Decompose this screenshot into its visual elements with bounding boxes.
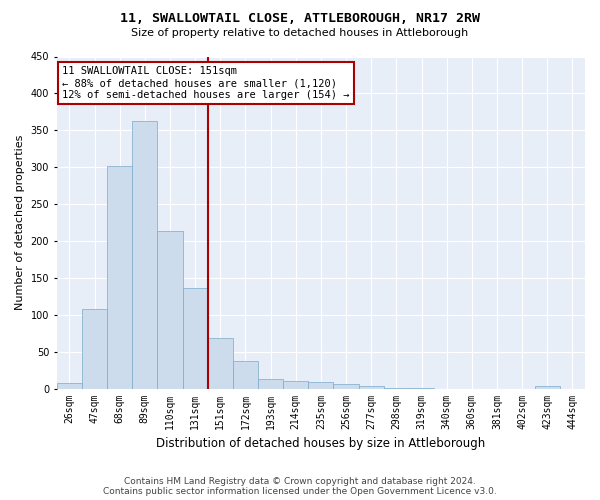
- Bar: [182, 288, 208, 388]
- Text: 11, SWALLOWTAIL CLOSE, ATTLEBOROUGH, NR17 2RW: 11, SWALLOWTAIL CLOSE, ATTLEBOROUGH, NR1…: [120, 12, 480, 26]
- Bar: [57, 382, 82, 388]
- X-axis label: Distribution of detached houses by size in Attleborough: Distribution of detached houses by size …: [156, 437, 485, 450]
- Text: Size of property relative to detached houses in Attleborough: Size of property relative to detached ho…: [131, 28, 469, 38]
- Bar: [107, 166, 132, 388]
- Bar: [308, 382, 334, 388]
- Text: Contains HM Land Registry data © Crown copyright and database right 2024.
Contai: Contains HM Land Registry data © Crown c…: [103, 476, 497, 496]
- Bar: [359, 386, 384, 388]
- Bar: [208, 338, 233, 388]
- Text: 11 SWALLOWTAIL CLOSE: 151sqm
← 88% of detached houses are smaller (1,120)
12% of: 11 SWALLOWTAIL CLOSE: 151sqm ← 88% of de…: [62, 66, 350, 100]
- Y-axis label: Number of detached properties: Number of detached properties: [15, 135, 25, 310]
- Bar: [334, 384, 359, 388]
- Bar: [233, 360, 258, 388]
- Bar: [82, 309, 107, 388]
- Bar: [132, 122, 157, 388]
- Bar: [283, 381, 308, 388]
- Bar: [258, 379, 283, 388]
- Bar: [157, 232, 182, 388]
- Bar: [535, 386, 560, 388]
